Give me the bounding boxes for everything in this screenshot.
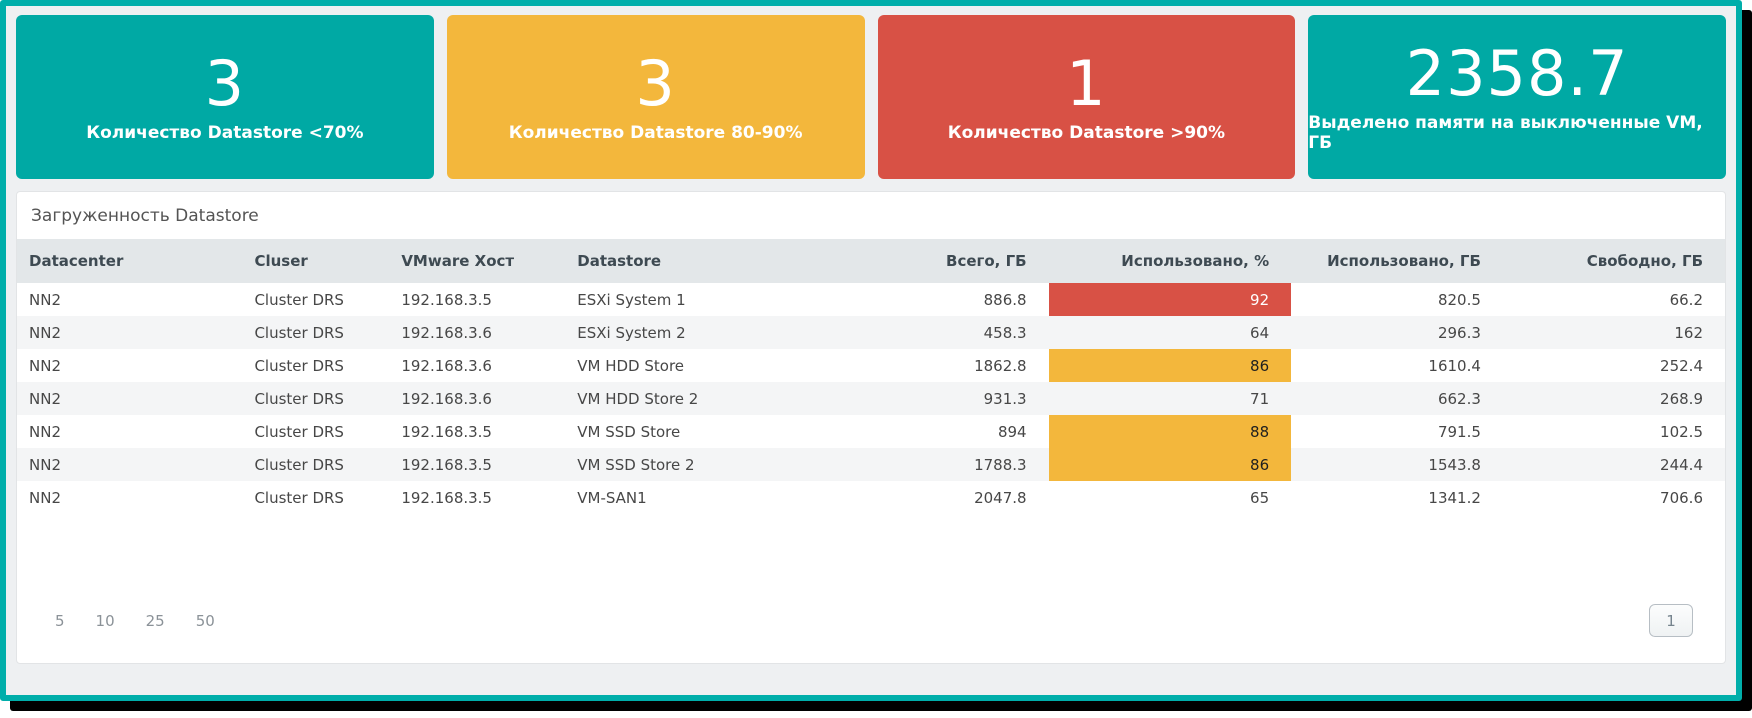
- column-header-used-pct[interactable]: Использовано, %: [1048, 239, 1292, 283]
- cell-cluster: Cluster DRS: [242, 316, 390, 349]
- cell-used-gb: 1543.8: [1291, 448, 1503, 481]
- page-size-option-50[interactable]: 50: [195, 611, 215, 630]
- cell-used-pct: 86: [1048, 349, 1292, 382]
- cell-used-pct: 65: [1250, 488, 1270, 507]
- stat-value: 1: [1066, 46, 1107, 120]
- table-header-row: Datacenter Cluser VMware Хост Datastore …: [17, 239, 1725, 283]
- cell-total-gb: 1862.8: [974, 356, 1027, 375]
- cell-host: 192.168.3.5: [401, 290, 492, 309]
- cell-datastore: ESXi System 1: [577, 290, 686, 309]
- cell-datacenter: NN2: [17, 448, 243, 481]
- cell-host: 192.168.3.5: [401, 422, 492, 441]
- cell-datastore: VM HDD Store 2: [565, 382, 805, 415]
- table-row: NN2 Cluster DRS 192.168.3.5 ESXi System 1 88…: [17, 283, 1725, 316]
- cell-free-gb: 66.2: [1669, 290, 1703, 309]
- stat-label: Количество Datastore 80-90%: [508, 123, 803, 144]
- table-row: NN2 Cluster DRS 192.168.3.5 VM-SAN1 2047.8 65…: [17, 481, 1725, 514]
- cell-datastore: VM SSD Store 2: [565, 448, 805, 481]
- datastore-table-panel: Загруженность Datastore Datacenter Cluse…: [16, 191, 1726, 664]
- cell-used-gb: 1610.4: [1428, 356, 1481, 375]
- table-row: NN2 Cluster DRS 192.168.3.5 VM SSD Store 894…: [17, 415, 1725, 448]
- column-header-datastore[interactable]: Datastore: [565, 239, 805, 283]
- cell-cluster: Cluster DRS: [242, 448, 390, 481]
- cell-free-gb: 244.4: [1502, 448, 1725, 481]
- cell-cluster: Cluster DRS: [242, 382, 390, 415]
- page-button-1[interactable]: 1: [1649, 604, 1693, 637]
- cell-host: 192.168.3.6: [389, 382, 566, 415]
- cell-cluster: Cluster DRS: [254, 488, 344, 507]
- page-size-option-10[interactable]: 10: [95, 611, 115, 630]
- column-header-used-gb[interactable]: Использовано, ГБ: [1291, 239, 1503, 283]
- stat-card-datastore-gt90: 1 Количество Datastore >90%: [877, 15, 1296, 179]
- stat-value: 2358.7: [1405, 36, 1629, 110]
- cell-datacenter: NN2: [29, 356, 61, 375]
- cell-used-pct: 92: [1048, 283, 1292, 316]
- cell-free-gb: 162: [1502, 316, 1725, 349]
- cell-datastore: VM-SAN1: [577, 488, 647, 507]
- stat-label: Количество Datastore >90%: [947, 123, 1226, 144]
- cell-total-gb: 458.3: [804, 316, 1049, 349]
- cell-datacenter: NN2: [17, 382, 243, 415]
- cell-used-gb: 791.5: [1437, 422, 1481, 441]
- stat-cards-row: 3 Количество Datastore <70% 3 Количество…: [6, 6, 1736, 179]
- pagination-bar: 5 10 25 50 1: [17, 604, 1725, 637]
- datastore-table: Datacenter Cluser VMware Хост Datastore …: [17, 239, 1725, 514]
- cell-cluster: Cluster DRS: [254, 356, 344, 375]
- table-row: NN2 Cluster DRS 192.168.3.6 ESXi System 2 45…: [17, 316, 1725, 349]
- page-size-options: 5 10 25 50: [55, 612, 215, 630]
- cell-used-pct: 86: [1048, 448, 1292, 481]
- stat-label: Выделено памяти на выключенные VM, ГБ: [1308, 113, 1703, 154]
- page-size-option-25[interactable]: 25: [145, 611, 165, 630]
- cell-host: 192.168.3.5: [401, 488, 492, 507]
- stat-value: 3: [635, 46, 676, 120]
- cell-host: 192.168.3.5: [389, 448, 566, 481]
- table-row: NN2 Cluster DRS 192.168.3.6 VM HDD Store 186…: [17, 349, 1725, 382]
- cell-free-gb: 102.5: [1660, 422, 1703, 441]
- cell-used-gb: 296.3: [1291, 316, 1503, 349]
- cell-datastore: ESXi System 2: [565, 316, 805, 349]
- stat-card-memory-powered-off-vm: 2358.7 Выделено памяти на выключенные VM…: [1308, 15, 1726, 179]
- cell-total-gb: 2047.8: [974, 488, 1027, 507]
- cell-used-gb: 820.5: [1437, 290, 1481, 309]
- column-header-free-gb[interactable]: Свободно, ГБ: [1502, 239, 1725, 283]
- cell-datacenter: NN2: [29, 290, 61, 309]
- cell-datacenter: NN2: [17, 316, 243, 349]
- cell-datacenter: NN2: [29, 422, 61, 441]
- cell-used-gb: 662.3: [1291, 382, 1503, 415]
- cell-datastore: VM HDD Store: [577, 356, 685, 375]
- stat-card-datastore-80-90: 3 Количество Datastore 80-90%: [446, 15, 865, 179]
- cell-used-pct: 64: [1048, 316, 1292, 349]
- cell-host: 192.168.3.6: [389, 316, 566, 349]
- cell-total-gb: 886.8: [983, 290, 1027, 309]
- column-header-datacenter[interactable]: Datacenter: [17, 239, 243, 283]
- cell-host: 192.168.3.6: [401, 356, 492, 375]
- column-header-host[interactable]: VMware Хост: [389, 239, 566, 283]
- cell-total-gb: 1788.3: [804, 448, 1049, 481]
- cell-cluster: Cluster DRS: [254, 422, 344, 441]
- column-header-cluster[interactable]: Cluser: [242, 239, 390, 283]
- dashboard-frame: 3 Количество Datastore <70% 3 Количество…: [0, 0, 1742, 701]
- cell-used-gb: 1341.2: [1428, 488, 1481, 507]
- cell-datacenter: NN2: [29, 488, 61, 507]
- cell-datastore: VM SSD Store: [577, 422, 681, 441]
- cell-used-pct: 88: [1048, 415, 1292, 448]
- stat-value: 3: [204, 46, 246, 120]
- cell-total-gb: 894: [997, 422, 1027, 441]
- cell-free-gb: 252.4: [1660, 356, 1703, 375]
- cell-free-gb: 706.6: [1660, 488, 1703, 507]
- cell-used-pct: 71: [1048, 382, 1292, 415]
- panel-title: Загруженность Datastore: [31, 206, 259, 226]
- stat-label: Количество Datastore <70%: [86, 123, 364, 144]
- stat-card-datastore-lt70: 3 Количество Datastore <70%: [16, 15, 434, 179]
- cell-total-gb: 931.3: [804, 382, 1049, 415]
- cell-cluster: Cluster DRS: [254, 290, 344, 309]
- cell-free-gb: 268.9: [1502, 382, 1725, 415]
- table-body: NN2 Cluster DRS 192.168.3.5 ESXi System 1 88…: [17, 283, 1725, 514]
- page-size-option-5[interactable]: 5: [55, 611, 65, 630]
- column-header-total-gb[interactable]: Всего, ГБ: [804, 239, 1049, 283]
